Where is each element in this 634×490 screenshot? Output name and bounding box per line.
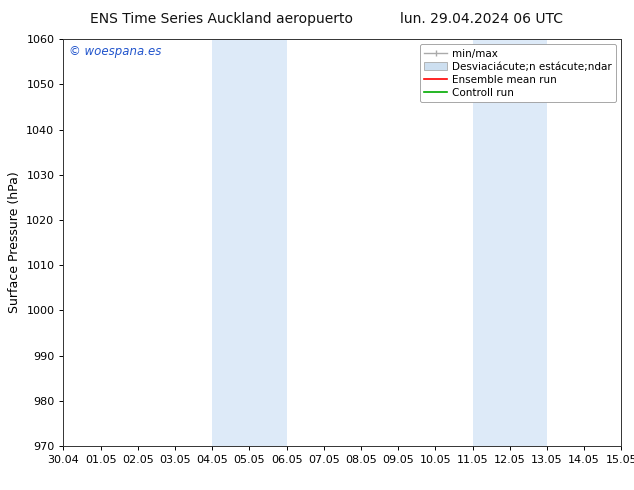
Legend: min/max, Desviaciácute;n estácute;ndar, Ensemble mean run, Controll run: min/max, Desviaciácute;n estácute;ndar, … <box>420 45 616 102</box>
Bar <box>212 39 287 446</box>
Bar <box>472 39 547 446</box>
Text: © woespana.es: © woespana.es <box>69 45 162 58</box>
Y-axis label: Surface Pressure (hPa): Surface Pressure (hPa) <box>8 172 21 314</box>
Text: ENS Time Series Auckland aeropuerto: ENS Time Series Auckland aeropuerto <box>91 12 353 26</box>
Text: lun. 29.04.2024 06 UTC: lun. 29.04.2024 06 UTC <box>400 12 564 26</box>
